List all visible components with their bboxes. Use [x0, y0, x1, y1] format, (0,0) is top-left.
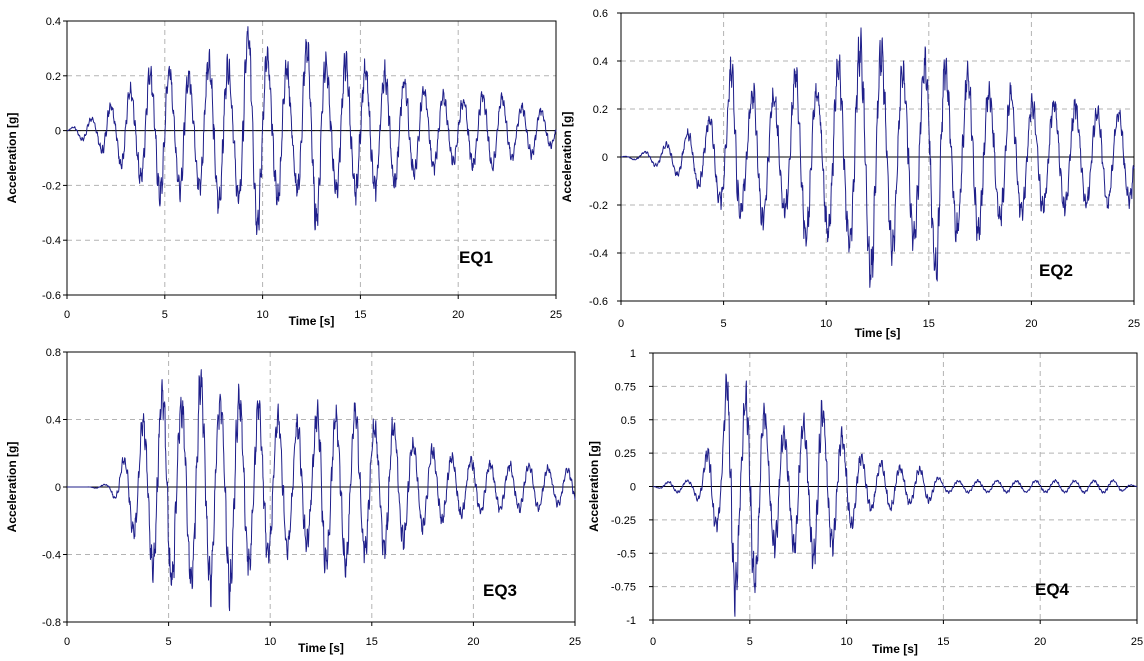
x-tick-label: 20 [467, 636, 479, 648]
x-tick-label: 25 [1128, 318, 1140, 330]
y-tick-label: -0.6 [42, 290, 61, 302]
x-tick-label: 25 [569, 636, 581, 648]
y-axis-label: Acceleration [g] [5, 442, 19, 533]
y-axis-label: Acceleration [g] [560, 112, 574, 203]
y-tick-label: -0.4 [42, 550, 61, 562]
y-tick-label: 0.25 [615, 448, 636, 460]
y-tick-label: 0.4 [593, 56, 608, 68]
x-tick-label: 10 [840, 636, 852, 648]
x-tick-label: 25 [1131, 636, 1143, 648]
panel-label: EQ1 [459, 248, 493, 267]
y-tick-label: -0.6 [589, 296, 608, 308]
y-tick-label: -0.4 [589, 248, 608, 260]
chart-panel-1: 0 5 10 15 20 25 -0.6 -0.4 -0.2 0 0.2 0.4 Time [s] Acc… [5, 16, 562, 328]
y-tick-label: 0.2 [46, 71, 61, 83]
y-tick-label: 0 [630, 482, 636, 494]
x-tick-label: 15 [937, 636, 949, 648]
y-tick-label: 1 [630, 348, 636, 360]
y-tick-label: -0.5 [617, 548, 636, 560]
y-tick-label: -0.75 [611, 582, 636, 594]
x-tick-label: 20 [1025, 318, 1037, 330]
y-tick-label: 0.4 [46, 16, 61, 28]
y-tick-label: -0.8 [42, 617, 61, 629]
acceleration-trace [66, 369, 576, 612]
y-axis-label: Acceleration [g] [5, 113, 19, 204]
x-tick-label: 20 [452, 309, 464, 321]
y-tick-label: -0.2 [42, 180, 61, 192]
x-tick-label: 25 [550, 309, 562, 321]
y-tick-label: 0.75 [615, 381, 636, 393]
y-tick-label: -0.2 [589, 200, 608, 212]
panel-label: EQ4 [1035, 580, 1070, 599]
x-tick-label: 10 [264, 636, 276, 648]
x-axis-label: Time [s] [855, 326, 901, 340]
x-tick-label: 0 [64, 309, 70, 321]
panel-label: EQ3 [483, 581, 517, 600]
y-tick-label: 0.6 [593, 8, 608, 20]
y-tick-label: 0.5 [621, 415, 636, 427]
x-tick-label: 10 [820, 318, 832, 330]
y-tick-label: -0.4 [42, 235, 61, 247]
chart-panel-2: 0 5 10 15 20 25 -0.6 -0.4 -0.2 0 0.2 0.4 0.6 Time [s]… [560, 8, 1140, 340]
y-tick-label: -1 [626, 615, 636, 627]
acceleration-trace [66, 26, 557, 236]
y-tick-label: 0 [55, 482, 61, 494]
x-tick-label: 5 [166, 636, 172, 648]
acceleration-trace [652, 373, 1138, 617]
x-axis-label: Time [s] [289, 314, 335, 328]
y-tick-label: 0.8 [46, 347, 61, 359]
y-tick-label: 0 [602, 152, 608, 164]
y-tick-label: 0.2 [593, 104, 608, 116]
x-tick-label: 15 [923, 318, 935, 330]
x-tick-label: 20 [1034, 636, 1046, 648]
x-tick-label: 0 [64, 636, 70, 648]
y-axis-label: Acceleration [g] [587, 441, 601, 532]
x-tick-label: 0 [650, 636, 656, 648]
plot-frame [66, 20, 557, 296]
x-tick-label: 5 [162, 309, 168, 321]
x-tick-label: 5 [747, 636, 753, 648]
x-tick-label: 10 [256, 309, 268, 321]
y-tick-label: 0 [55, 126, 61, 138]
x-tick-label: 0 [618, 318, 624, 330]
chart-panel-4: 0 5 10 15 20 25 -1 -0.75 -0.5 -0.25 0 0.25 0.5 0.75 1 T… [587, 348, 1143, 656]
panel-label: EQ2 [1039, 261, 1073, 280]
y-tick-label: 0.4 [46, 415, 61, 427]
x-tick-label: 15 [354, 309, 366, 321]
chart-panel-3: 0 5 10 15 20 25 -0.8 -0.4 0 0.4 0.8 Time [s] Acceler… [5, 347, 581, 655]
x-tick-label: 15 [366, 636, 378, 648]
x-axis-label: Time [s] [298, 641, 344, 655]
acceleration-trace [620, 27, 1135, 288]
y-tick-label: -0.25 [611, 515, 636, 527]
x-tick-label: 5 [721, 318, 727, 330]
x-axis-label: Time [s] [872, 642, 918, 656]
